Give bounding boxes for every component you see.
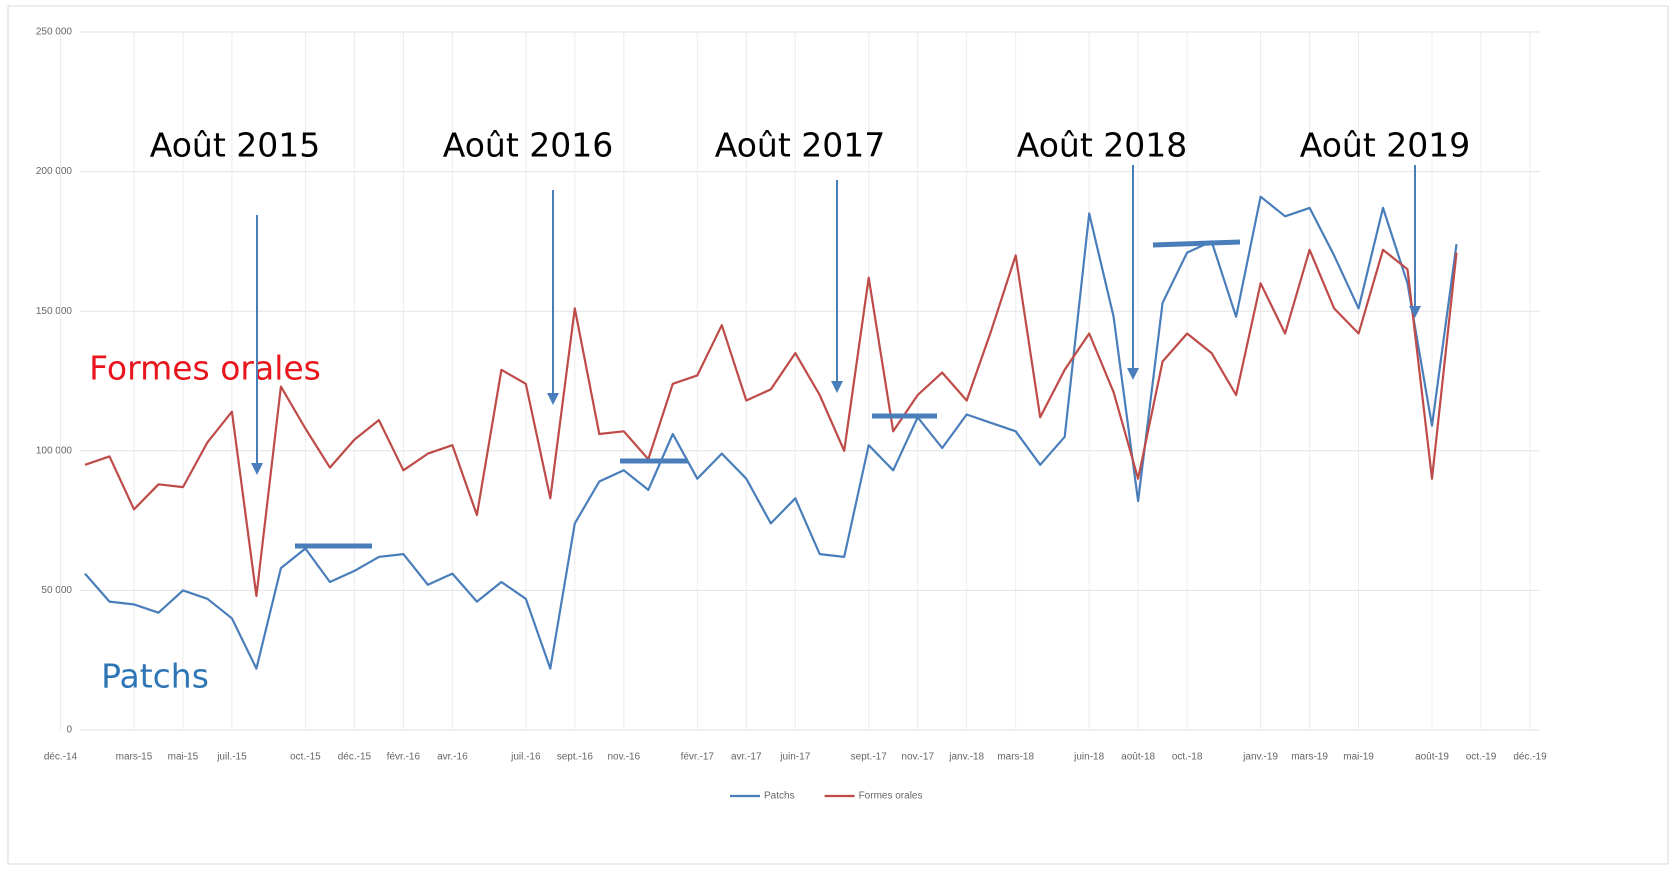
x-tick-label: nov.-16 — [607, 752, 640, 763]
annotation: Août 2016 — [443, 126, 614, 165]
level-bar — [1152, 239, 1241, 248]
annotation: Août 2019 — [1300, 126, 1471, 165]
legend-label: Patchs — [764, 791, 795, 802]
x-tick-label: déc.-15 — [338, 752, 372, 763]
x-tick-label: nov.-17 — [901, 752, 934, 763]
arrow-head — [547, 393, 559, 405]
arrow-head — [1127, 368, 1139, 380]
y-tick-label: 150 000 — [36, 306, 73, 317]
y-tick-label: 250 000 — [36, 27, 73, 38]
x-tick-label: juin-17 — [779, 752, 810, 763]
annotation: Août 2017 — [715, 126, 886, 165]
x-tick-label: févr.-17 — [681, 752, 715, 763]
series-line — [84, 248, 1458, 598]
x-tick-label: mars-18 — [997, 752, 1034, 763]
arrow-head — [831, 381, 843, 393]
x-tick-label: déc.-14 — [44, 752, 78, 763]
x-tick-label: avr.-16 — [437, 752, 468, 763]
x-tick-label: oct.-15 — [290, 752, 321, 763]
x-tick-label: juil.-16 — [510, 752, 541, 763]
x-tick-label: sept.-16 — [557, 752, 594, 763]
legend-label: Formes orales — [859, 791, 923, 802]
x-tick-label: janv.-19 — [1242, 752, 1278, 763]
annotation: Patchs — [101, 657, 209, 696]
x-tick-label: févr.-16 — [387, 752, 421, 763]
frame — [7, 5, 1669, 865]
series-line — [84, 195, 1458, 670]
x-tick-label: juin-18 — [1073, 752, 1104, 763]
arrow-head — [1409, 306, 1421, 318]
annotation: Août 2018 — [1017, 126, 1188, 165]
x-tick-label: août-19 — [1415, 752, 1449, 763]
x-tick-label: avr.-17 — [731, 752, 762, 763]
y-tick-label: 200 000 — [36, 166, 73, 177]
x-tick-label: mai-19 — [1343, 752, 1374, 763]
y-tick-label: 50 000 — [41, 585, 72, 596]
x-tick-label: oct.-18 — [1172, 752, 1203, 763]
y-tick-label: 100 000 — [36, 445, 73, 456]
annotation: Août 2015 — [150, 126, 321, 165]
x-tick-label: sept.-17 — [851, 752, 888, 763]
x-tick-label: août-18 — [1121, 752, 1155, 763]
annotation: Formes orales — [89, 349, 321, 388]
y-tick-label: 0 — [66, 725, 72, 736]
x-tick-label: mars-19 — [1291, 752, 1328, 763]
x-tick-label: oct.-19 — [1466, 752, 1497, 763]
arrow-head — [251, 463, 263, 475]
x-tick-label: juil.-15 — [216, 752, 247, 763]
x-tick-label: mars-15 — [116, 752, 153, 763]
x-tick-label: déc.-19 — [1513, 752, 1547, 763]
x-tick-label: mai-15 — [168, 752, 199, 763]
x-tick-label: janv.-18 — [948, 752, 984, 763]
